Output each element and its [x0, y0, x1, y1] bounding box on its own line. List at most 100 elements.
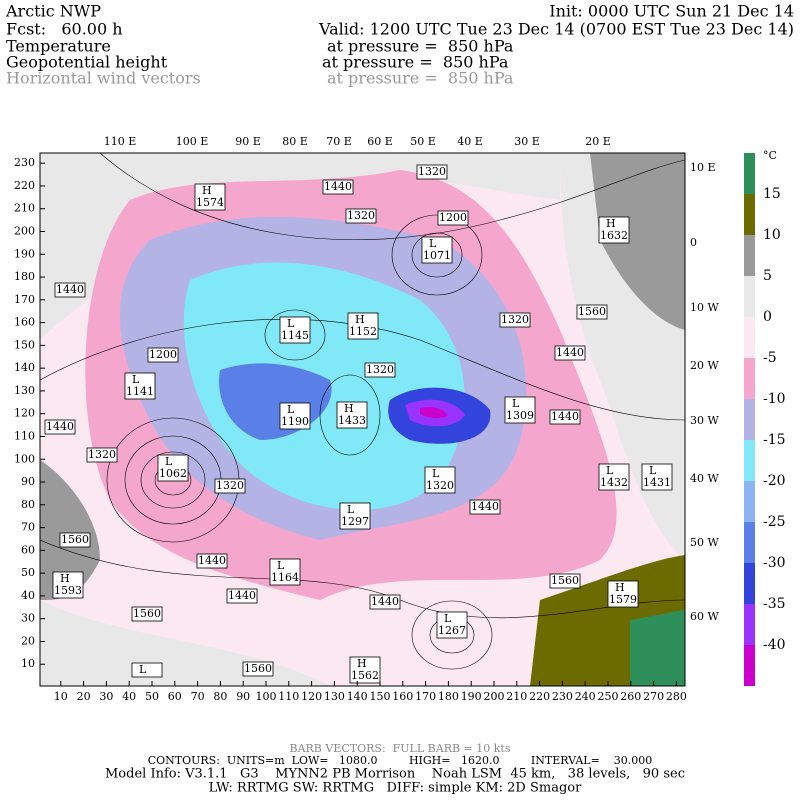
contour-label-box [131, 606, 163, 622]
longitude-label: 70 E [326, 135, 352, 148]
contour-label-box [549, 573, 581, 589]
contour-height: 1560 [578, 305, 606, 318]
contour-height: 1071 [423, 249, 451, 262]
contour-label-box [196, 553, 228, 569]
contour-height: 1574 [196, 196, 224, 209]
contour-label-box [226, 588, 258, 604]
pressure-center-letter: L [606, 464, 614, 477]
contour-height: 1440 [371, 595, 399, 608]
contour-height: 1579 [609, 593, 637, 606]
field-level: at pressure = 850 hPa [322, 53, 509, 72]
y-tick-label: 170 [14, 293, 35, 306]
x-tick-label: 170 [415, 690, 436, 703]
field-name: Temperature [6, 37, 111, 56]
contour-height: 1297 [341, 515, 369, 528]
colorbar-segment [744, 276, 755, 317]
contour-label-box [369, 594, 401, 610]
colorbar-segment [744, 194, 755, 235]
x-tick-label: 10 [54, 690, 68, 703]
y-tick-label: 80 [21, 498, 35, 511]
x-tick-label: 280 [666, 690, 687, 703]
longitude-label: 90 E [235, 135, 261, 148]
colorbar-label: 0 [763, 309, 772, 325]
pressure-center-letter: L [444, 612, 452, 625]
colorbar-segment [744, 440, 755, 481]
header: Arctic NWP Fcst: 60.00 h Init: 0000 UTC … [5, 2, 794, 88]
pressure-center-letter: L [287, 317, 295, 330]
contour-height: 1560 [244, 662, 272, 675]
contour-label-box [52, 571, 84, 599]
contour-height: 1433 [338, 414, 366, 427]
contour-label-box [214, 478, 246, 494]
contour-label-box [598, 463, 630, 491]
forecast-hour: Fcst: 60.00 h [6, 20, 123, 39]
colorbar-label: -40 [763, 637, 786, 653]
x-tick-label: 110 [278, 690, 299, 703]
contour-label-box [549, 409, 581, 425]
contour-label-box [54, 282, 86, 298]
y-tick-label: 50 [21, 566, 35, 579]
contour-height: 1440 [556, 346, 584, 359]
field-level: at pressure = 850 hPa [327, 69, 514, 88]
contour-height: 1320 [216, 479, 244, 492]
x-tick-label: 20 [77, 690, 91, 703]
model-name: Arctic NWP [5, 2, 101, 21]
contour-height: 1562 [351, 669, 379, 682]
x-tick-label: 260 [620, 690, 641, 703]
colorbar-label: -10 [763, 391, 786, 407]
y-tick-label: 110 [14, 429, 35, 442]
contour-label-box [607, 580, 639, 608]
longitude-label: 20 E [585, 135, 611, 148]
y-tick-label: 10 [21, 657, 35, 670]
x-tick-label: 50 [145, 690, 159, 703]
x-tick-label: 240 [575, 690, 596, 703]
x-tick-label: 120 [301, 690, 322, 703]
longitude-label: 50 W [690, 536, 719, 549]
contour-label-box [124, 372, 156, 400]
colorbar-label: 15 [763, 186, 781, 202]
contour-label-box [279, 402, 311, 430]
pressure-center-letter: H [202, 184, 212, 197]
longitude-label: 10 E [690, 161, 716, 174]
y-tick-label: 70 [21, 521, 35, 534]
y-tick-label: 180 [14, 270, 35, 283]
x-tick-label: 80 [213, 690, 227, 703]
contour-height: 1593 [54, 584, 82, 597]
colorbar-label: -35 [763, 596, 786, 612]
contour-label-box [436, 611, 468, 639]
longitude-label: 110 E [104, 135, 137, 148]
contour-height: 1320 [426, 479, 454, 492]
y-tick-label: 20 [21, 634, 35, 647]
contour-label-box [437, 210, 469, 226]
x-tick-label: 200 [484, 690, 505, 703]
x-tick-label: 230 [552, 690, 573, 703]
pressure-center-letter: H [355, 313, 365, 326]
x-tick-label: 220 [529, 690, 550, 703]
pressure-center-letter: L [287, 403, 295, 416]
x-tick-label: 180 [438, 690, 459, 703]
longitude-label: 30 W [690, 414, 719, 427]
x-tick-label: 40 [122, 690, 136, 703]
contour-height: 1431 [643, 476, 671, 489]
colorbar-label: -15 [763, 432, 786, 448]
physics-info: LW: RRTMG SW: RRTMG DIFF: simple KM: 2D … [209, 781, 582, 796]
y-tick-label: 60 [21, 543, 35, 556]
longitude-label: 60 W [690, 610, 719, 623]
contour-label-box [44, 419, 76, 435]
valid-time: Valid: 1200 UTC Tue 23 Dec 14 (0700 EST … [318, 20, 794, 39]
contour-label-box [345, 208, 377, 224]
contour-label-box [347, 312, 379, 340]
colorbar-unit: °C [763, 149, 777, 162]
y-tick-label: 140 [14, 361, 35, 374]
field-level: at pressure = 850 hPa [327, 37, 514, 56]
x-tick-label: 90 [236, 690, 250, 703]
x-tick-label: 210 [506, 690, 527, 703]
colorbar-label: -5 [763, 350, 777, 366]
pressure-center-letter: H [357, 657, 367, 670]
pressure-center-letter: L [132, 373, 140, 386]
plot-frame [39, 152, 686, 687]
contour-height: 1062 [159, 467, 187, 480]
x-tick-label: 270 [643, 690, 664, 703]
